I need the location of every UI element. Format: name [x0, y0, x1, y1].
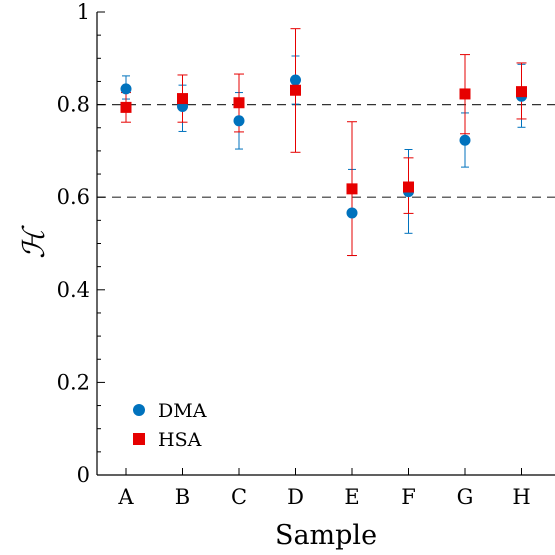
- x-tick-label: F: [401, 485, 416, 509]
- data-marks: [120, 28, 527, 257]
- x-tick-label: B: [175, 485, 190, 509]
- y-tick-label: 0.8: [57, 93, 90, 117]
- y-tick-label: 0: [77, 463, 90, 487]
- tick-labels: 0 0.2 0.4 0.6 0.8 1 A B C D E F G H: [57, 0, 531, 509]
- x-tick-label: D: [287, 485, 304, 509]
- data-point: [177, 93, 188, 105]
- data-point: [346, 183, 358, 195]
- y-tick-label: 0.6: [57, 185, 90, 209]
- data-point: [120, 83, 132, 95]
- legend-hsa-marker: [133, 433, 145, 445]
- axes: [96, 11, 555, 476]
- x-tick-label: A: [117, 485, 134, 509]
- legend-hsa-label: HSA: [158, 429, 202, 451]
- y-tick-label: 0.2: [57, 370, 90, 394]
- x-tick-label: E: [344, 485, 359, 509]
- data-point: [120, 101, 132, 113]
- points-hsa: [120, 84, 527, 195]
- x-axis-title: Sample: [275, 520, 377, 551]
- legend-dma-label: DMA: [158, 400, 207, 422]
- y-tick-label: 0.4: [57, 278, 90, 302]
- legend: DMA HSA: [133, 400, 207, 451]
- data-point: [233, 115, 245, 127]
- x-tick-label: C: [231, 485, 247, 509]
- x-tick-label: G: [457, 485, 474, 509]
- data-point: [346, 207, 358, 219]
- data-point: [233, 97, 245, 109]
- data-point: [290, 84, 301, 96]
- data-point: [516, 86, 527, 98]
- legend-dma-marker: [133, 404, 145, 416]
- plot-area: [97, 12, 555, 475]
- reference-lines: [97, 103, 555, 198]
- data-point: [459, 88, 471, 100]
- data-point: [290, 74, 301, 86]
- x-tick-label: H: [512, 485, 530, 509]
- data-point: [403, 181, 414, 193]
- y-axis-title: ℋ: [17, 225, 52, 259]
- y-tick-label: 1: [77, 0, 90, 24]
- data-point: [459, 134, 471, 146]
